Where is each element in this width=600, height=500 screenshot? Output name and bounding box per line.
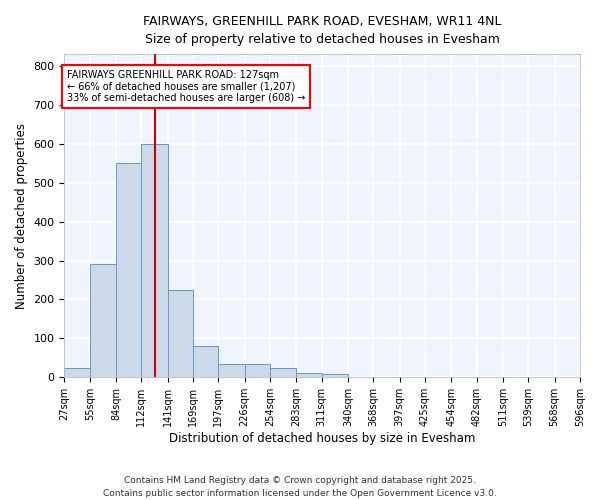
Text: Contains HM Land Registry data © Crown copyright and database right 2025.
Contai: Contains HM Land Registry data © Crown c…	[103, 476, 497, 498]
Y-axis label: Number of detached properties: Number of detached properties	[15, 122, 28, 308]
Bar	[193, 346, 218, 378]
Bar	[90, 264, 116, 378]
Text: FAIRWAYS GREENHILL PARK ROAD: 127sqm
← 66% of detached houses are smaller (1,207: FAIRWAYS GREENHILL PARK ROAD: 127sqm ← 6…	[67, 70, 305, 103]
Bar	[168, 290, 193, 378]
X-axis label: Distribution of detached houses by size in Evesham: Distribution of detached houses by size …	[169, 432, 475, 445]
Bar	[64, 368, 90, 378]
Bar	[296, 374, 322, 378]
Bar	[142, 144, 168, 378]
Bar	[218, 364, 245, 378]
Bar	[322, 374, 348, 378]
Title: FAIRWAYS, GREENHILL PARK ROAD, EVESHAM, WR11 4NL
Size of property relative to de: FAIRWAYS, GREENHILL PARK ROAD, EVESHAM, …	[143, 15, 502, 46]
Bar	[245, 364, 270, 378]
Bar	[270, 368, 296, 378]
Bar	[116, 163, 142, 378]
